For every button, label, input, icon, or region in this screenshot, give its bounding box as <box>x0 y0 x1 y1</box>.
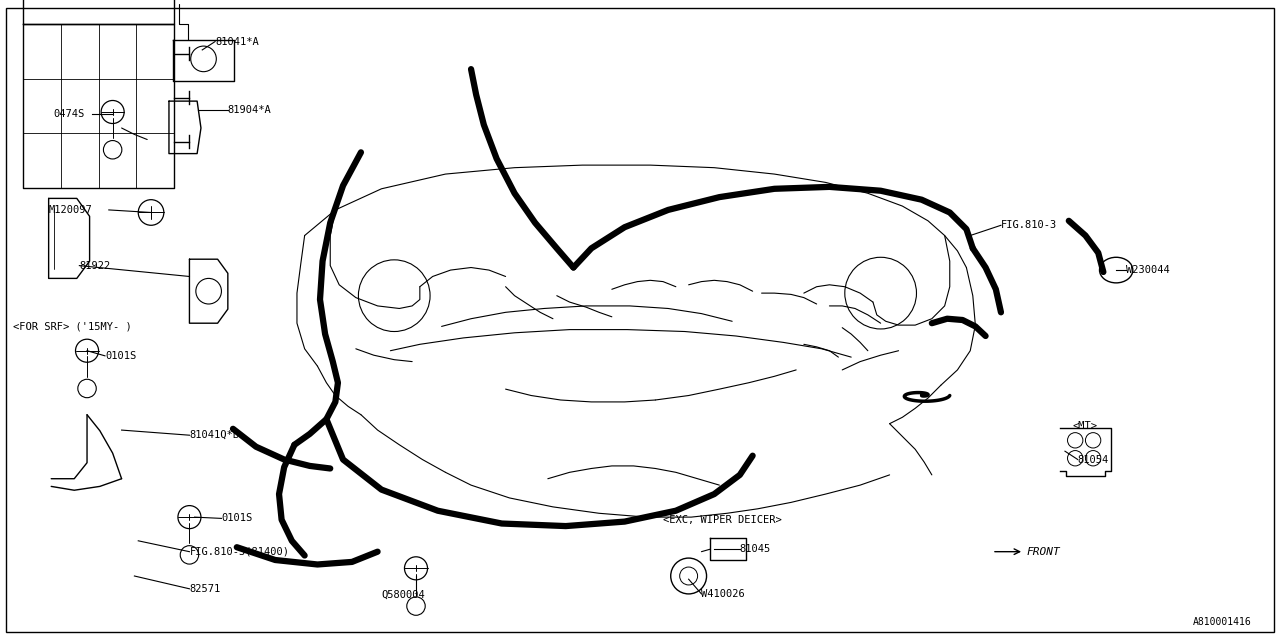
Text: 0474S: 0474S <box>54 109 84 119</box>
Text: <EXC, WIPER DEICER>: <EXC, WIPER DEICER> <box>663 515 782 525</box>
Text: <MT>: <MT> <box>1073 420 1098 431</box>
Text: A810001416: A810001416 <box>1193 617 1252 627</box>
Text: FIG.810-3(81400): FIG.810-3(81400) <box>189 547 289 557</box>
FancyBboxPatch shape <box>23 0 174 24</box>
Text: 81045: 81045 <box>740 544 771 554</box>
Text: <FOR SRF> ('15MY- ): <FOR SRF> ('15MY- ) <box>13 321 132 332</box>
Text: W410026: W410026 <box>701 589 745 599</box>
Text: FRONT: FRONT <box>1027 547 1060 557</box>
Text: FIG.810-3: FIG.810-3 <box>1001 220 1057 230</box>
Text: 81041Q*B: 81041Q*B <box>189 430 239 440</box>
Text: M120097: M120097 <box>49 205 92 215</box>
Text: 0101S: 0101S <box>105 351 136 361</box>
Text: 81904*A: 81904*A <box>228 105 271 115</box>
Text: W230044: W230044 <box>1126 265 1170 275</box>
Text: 0101S: 0101S <box>221 513 252 524</box>
Text: 81041*A: 81041*A <box>215 36 259 47</box>
Text: 82571: 82571 <box>189 584 220 594</box>
Text: 81054: 81054 <box>1078 454 1108 465</box>
Text: 81922: 81922 <box>79 260 110 271</box>
Text: Q580004: Q580004 <box>381 590 425 600</box>
